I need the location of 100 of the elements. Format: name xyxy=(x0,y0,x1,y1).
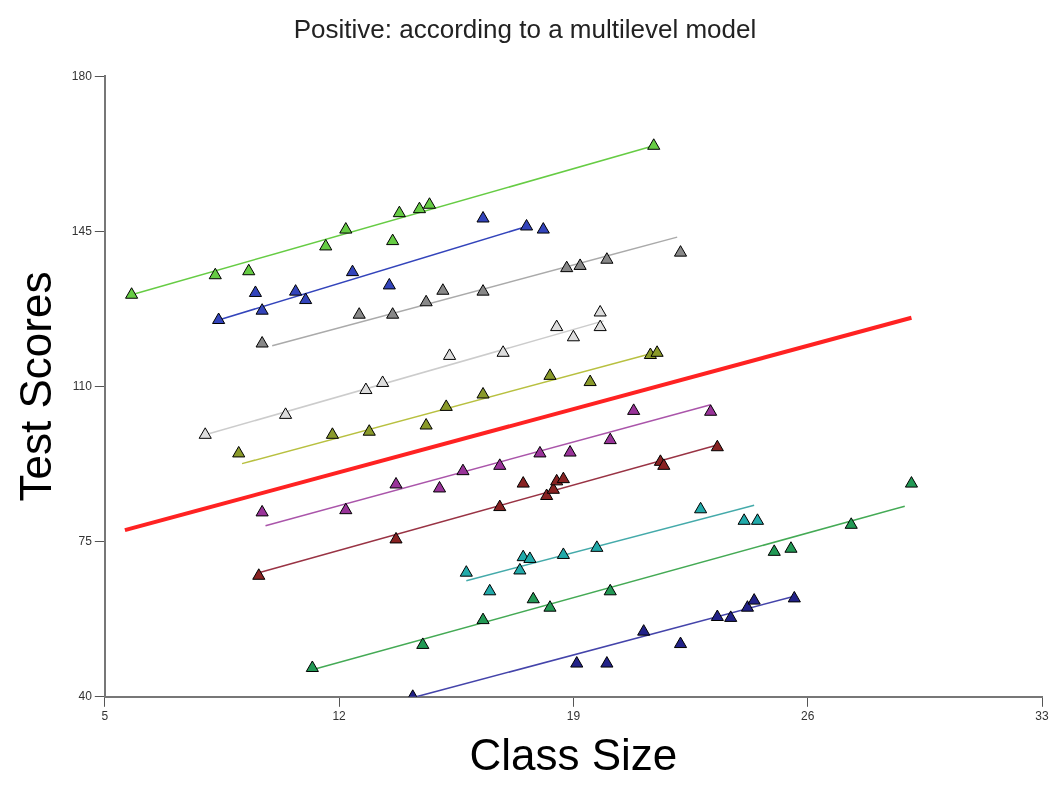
point xyxy=(305,660,319,672)
x-tick-label: 5 xyxy=(101,709,109,724)
point xyxy=(710,609,724,622)
point xyxy=(252,568,266,580)
point xyxy=(352,307,366,319)
point xyxy=(513,562,527,575)
point xyxy=(550,319,564,332)
point xyxy=(476,612,490,625)
point xyxy=(483,583,497,596)
point xyxy=(198,427,212,439)
y-tick-label: 75 xyxy=(78,533,93,548)
point xyxy=(540,488,554,500)
point xyxy=(419,418,433,430)
point xyxy=(125,287,139,299)
y-tick-label: 40 xyxy=(78,689,93,704)
x-tick-label: 26 xyxy=(801,709,815,724)
point xyxy=(493,458,507,470)
point xyxy=(459,565,473,577)
point xyxy=(650,345,664,357)
point xyxy=(583,374,597,387)
point xyxy=(476,386,490,399)
point xyxy=(533,445,547,458)
point xyxy=(519,218,534,231)
point xyxy=(382,277,396,290)
point xyxy=(359,382,373,395)
point xyxy=(319,238,333,251)
point xyxy=(844,517,858,529)
point xyxy=(570,656,584,668)
point xyxy=(386,307,400,319)
point xyxy=(325,427,339,439)
point xyxy=(560,260,574,273)
x-axis-title: Class Size xyxy=(469,729,678,779)
point xyxy=(543,368,557,380)
point xyxy=(593,319,607,332)
point xyxy=(416,637,430,649)
point xyxy=(603,432,617,445)
point xyxy=(255,303,269,315)
point xyxy=(422,197,437,209)
point xyxy=(657,458,671,470)
point xyxy=(904,476,919,488)
point xyxy=(439,399,453,411)
point xyxy=(787,590,801,603)
x-tick-label: 19 xyxy=(566,709,581,724)
point xyxy=(212,312,226,325)
point xyxy=(493,499,507,512)
point xyxy=(476,284,490,296)
point xyxy=(362,424,376,436)
point xyxy=(784,541,798,553)
point xyxy=(389,531,403,544)
point xyxy=(740,600,755,612)
point xyxy=(412,201,427,214)
point xyxy=(208,267,222,280)
point xyxy=(339,222,353,234)
point xyxy=(710,439,724,452)
point xyxy=(248,285,262,297)
point xyxy=(526,591,540,604)
point xyxy=(232,445,246,458)
point xyxy=(386,233,400,246)
point xyxy=(339,502,353,515)
point xyxy=(737,513,751,525)
point xyxy=(443,348,457,360)
point xyxy=(724,610,738,622)
x-tick-label: 33 xyxy=(1035,709,1049,724)
y-tick-label: 110 xyxy=(72,378,93,393)
point xyxy=(750,513,765,525)
point xyxy=(419,294,433,307)
point xyxy=(432,480,447,493)
point xyxy=(279,407,293,419)
point xyxy=(747,593,761,605)
point xyxy=(543,600,557,612)
point xyxy=(566,329,580,342)
point xyxy=(376,375,390,387)
point xyxy=(593,304,607,317)
chart-title: Positive: according to a multilevel model xyxy=(293,13,757,44)
point xyxy=(704,404,718,416)
point xyxy=(603,583,617,596)
point xyxy=(496,345,510,357)
point xyxy=(600,656,614,668)
point xyxy=(255,336,269,348)
point xyxy=(516,476,530,488)
point xyxy=(627,403,641,415)
point xyxy=(299,292,313,305)
point xyxy=(573,258,587,270)
point xyxy=(255,504,269,517)
point xyxy=(392,205,406,218)
point xyxy=(436,283,450,295)
point xyxy=(673,245,688,257)
point xyxy=(536,222,550,234)
point xyxy=(289,284,303,296)
point xyxy=(556,547,570,559)
point xyxy=(563,445,577,457)
point xyxy=(694,501,708,514)
point xyxy=(600,252,614,264)
point xyxy=(456,463,470,476)
point xyxy=(345,264,360,277)
point xyxy=(647,138,661,150)
point xyxy=(556,471,570,484)
point xyxy=(590,540,604,552)
y-tick-label: 145 xyxy=(71,223,93,238)
point xyxy=(523,551,537,563)
